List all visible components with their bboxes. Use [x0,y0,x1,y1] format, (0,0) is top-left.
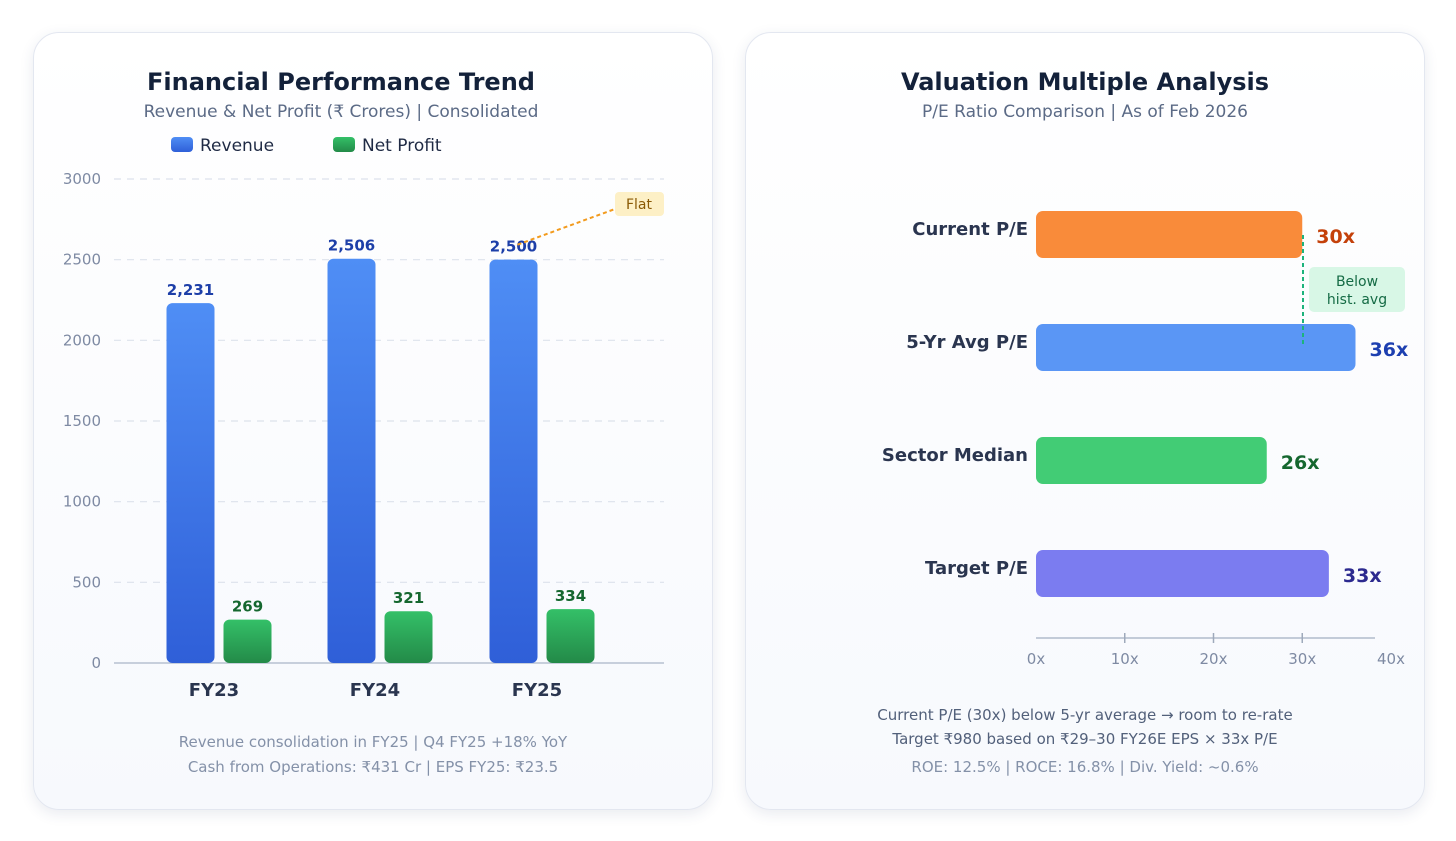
annotation-badge [1309,267,1405,312]
chart-subtitle: Revenue & Net Profit (₹ Crores) | Consol… [144,102,539,122]
flat-annotation: Flat [517,192,664,246]
x-tick-label: 30x [1288,650,1316,668]
footer-note-1: Revenue consolidation in FY25 | Q4 FY25 … [179,733,568,751]
value-label-5-yr-avg-p-e: 36x [1370,339,1409,361]
y-tick-label: 2500 [63,251,101,269]
y-tick-label: 2000 [63,331,101,349]
legend-label-revenue: Revenue [200,136,274,156]
y-tick-label: 3000 [63,170,101,188]
y-tick-label: 0 [91,654,101,672]
x-tick-label: FY25 [512,680,562,701]
flat-trend-line [517,208,616,246]
footer-note-3: ROE: 12.5% | ROCE: 16.8% | Div. Yield: ~… [911,758,1258,776]
flat-badge-label: Flat [626,197,653,213]
chart-title: Valuation Multiple Analysis [901,68,1269,96]
data-label-net-profit-fy23: 269 [232,598,263,616]
category-label-5-yr-avg-p-e: 5-Yr Avg P/E [906,332,1028,353]
legend-swatch-revenue [171,137,193,152]
bar-net-profit-fy23 [223,619,272,663]
bars: 2,231 269 FY23 2,506 321 FY24 2,500 334 FY25 [166,237,595,701]
y-tick-label: 1000 [63,493,101,511]
data-label-revenue-fy23: 2,231 [167,281,214,299]
bar-sector-median [1036,437,1267,484]
chart-subtitle: P/E Ratio Comparison | As of Feb 2026 [922,102,1248,122]
legend-label-net-profit: Net Profit [362,136,442,156]
annotation-line-1: Below [1336,274,1378,290]
data-label-net-profit-fy24: 321 [393,589,424,607]
footer-note-2: Target ₹980 based on ₹29–30 FY26E EPS × … [891,730,1277,748]
data-label-net-profit-fy25: 334 [555,587,586,605]
footer-note-2: Cash from Operations: ₹431 Cr | EPS FY25… [188,758,558,776]
valuation-chart: Valuation Multiple Analysis P/E Ratio Co… [877,68,1408,776]
category-label-sector-median: Sector Median [882,445,1028,466]
y-axis: 0 500 1000 1500 2000 2500 3000 [63,170,664,672]
bar-target-p-e [1036,550,1329,597]
below-hist-avg-annotation: Below hist. avg [1302,235,1405,345]
value-label-sector-median: 26x [1281,452,1320,474]
footer-note-1: Current P/E (30x) below 5-yr average → r… [877,706,1292,724]
annotation-line-2: hist. avg [1327,292,1387,308]
legend: Revenue Net Profit [171,136,442,156]
x-tick-label: 10x [1111,650,1139,668]
x-axis: 0x 10x 20x 30x 40x [1027,633,1405,668]
bar-revenue-fy23 [166,303,215,663]
chart-title: Financial Performance Trend [147,68,535,96]
x-tick-label: FY24 [350,680,400,701]
category-label-current-p-e: Current P/E [912,219,1028,240]
value-label-current-p-e: 30x [1316,226,1355,248]
bar-revenue-fy24 [327,258,376,663]
x-tick-label: 0x [1027,650,1046,668]
y-tick-label: 500 [72,573,101,591]
bar-net-profit-fy25 [546,609,595,663]
data-label-revenue-fy25: 2,500 [490,238,537,256]
legend-swatch-net-profit [333,137,355,152]
bar-net-profit-fy24 [384,611,433,663]
bar-current-p-e [1036,211,1303,258]
valuation-chart-card: Valuation Multiple Analysis P/E Ratio Co… [745,32,1425,810]
category-label-target-p-e: Target P/E [925,558,1028,579]
x-tick-label: 40x [1377,650,1405,668]
data-label-revenue-fy24: 2,506 [328,237,375,255]
revenue-chart: Financial Performance Trend Revenue & Ne… [63,68,664,776]
bar-revenue-fy25 [489,259,538,663]
value-label-target-p-e: 33x [1343,565,1382,587]
flat-badge [615,192,664,216]
bars: Current P/E 30x 5-Yr Avg P/E 36x Sector Medi… [882,211,1408,597]
x-tick-label: 20x [1200,650,1228,668]
y-tick-label: 1500 [63,412,101,430]
revenue-chart-card: Financial Performance Trend Revenue & Ne… [33,32,713,810]
x-tick-label: FY23 [189,680,239,701]
bar-5-yr-avg-p-e [1036,324,1356,371]
